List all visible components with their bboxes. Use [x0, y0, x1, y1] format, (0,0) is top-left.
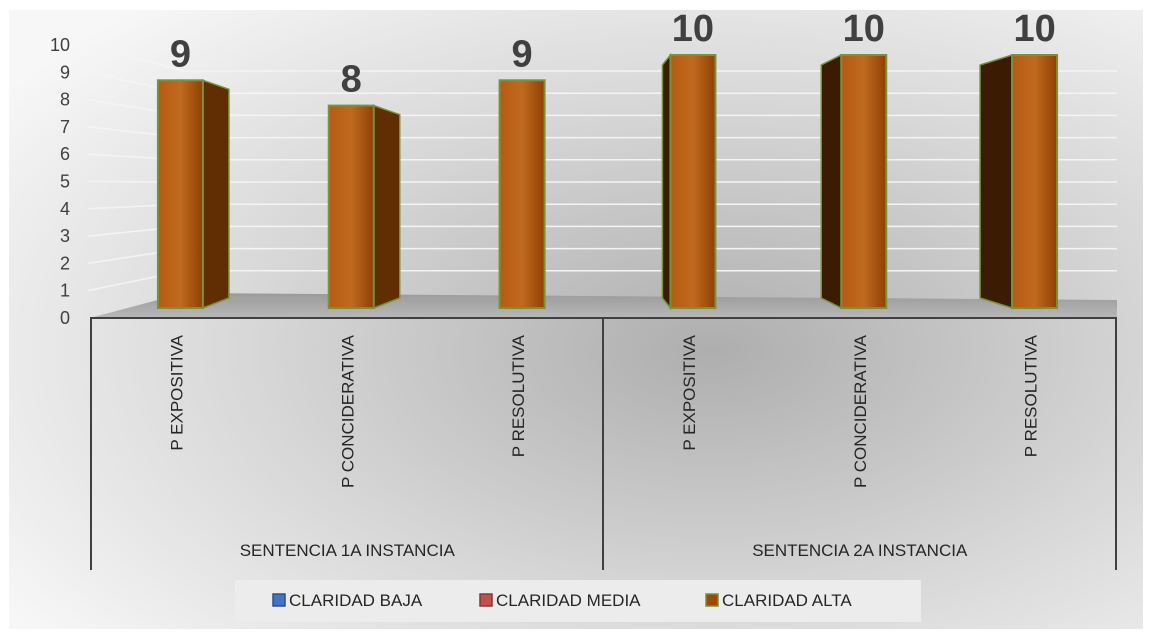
- legend: CLARIDAD BAJA CLARIDAD MEDIA CLARIDAD ALTA: [235, 580, 921, 622]
- y-tick-label: 10: [50, 35, 70, 55]
- y-tick-label: 2: [60, 253, 70, 273]
- bar-side-face: [373, 104, 401, 310]
- bar-side-face: [820, 53, 842, 310]
- data-label: 10: [672, 8, 714, 50]
- category-label: P RESOLUTIVA: [1022, 334, 1041, 457]
- bar: [669, 54, 717, 309]
- y-tick-label: 3: [60, 226, 70, 246]
- group-label: SENTENCIA 1A INSTANCIA: [240, 541, 456, 560]
- y-tick-label: 7: [60, 117, 70, 137]
- bar: [327, 104, 375, 309]
- legend-swatch: [272, 593, 286, 607]
- group-labels: SENTENCIA 1A INSTANCIA SENTENCIA 2A INSTA…: [240, 541, 968, 560]
- legend-swatch: [705, 593, 719, 607]
- bars: 9 8 9 10 10 10: [156, 8, 1059, 311]
- bar: [1011, 54, 1059, 309]
- data-label: 10: [843, 8, 885, 50]
- category-labels: P EXPOSITIVA P CONCIDERATIVA P RESOLUTIVA P…: [167, 334, 1040, 488]
- bar-side-face: [202, 79, 230, 310]
- y-tick-label: 6: [60, 144, 70, 164]
- bar-side-face: [979, 53, 1013, 310]
- legend-background: [235, 580, 921, 622]
- data-label: 8: [341, 59, 362, 101]
- y-tick-label: 8: [60, 90, 70, 110]
- group-label: SENTENCIA 2A INSTANCIA: [752, 541, 968, 560]
- data-label: 10: [1013, 8, 1055, 50]
- y-tick-label: 4: [60, 199, 70, 219]
- category-label: P EXPOSITIVA: [167, 334, 186, 450]
- y-tick-label: 1: [60, 281, 70, 301]
- legend-label: CLARIDAD MEDIA: [496, 591, 641, 610]
- axes: [90, 317, 1117, 570]
- data-label: 9: [170, 33, 191, 75]
- legend-swatch: [479, 593, 493, 607]
- category-label: P EXPOSITIVA: [680, 334, 699, 450]
- legend-label: CLARIDAD ALTA: [722, 591, 852, 610]
- y-tick-label: 0: [60, 308, 70, 328]
- category-label: P CONCIDERATIVA: [338, 334, 357, 488]
- y-tick-label: 5: [60, 172, 70, 192]
- category-label: P RESOLUTIVA: [509, 334, 528, 457]
- y-tick-label: 9: [60, 62, 70, 82]
- y-axis-ticks: 0 1 2 3 4 5 6 7 8 9 10: [50, 35, 70, 328]
- bar: [840, 54, 888, 309]
- gridline-side: [87, 44, 185, 72]
- bar: [498, 79, 546, 309]
- bar-side-face: [661, 52, 672, 311]
- bar: [156, 79, 204, 309]
- data-label: 9: [512, 33, 533, 75]
- legend-label: CLARIDAD BAJA: [289, 591, 423, 610]
- category-label: P CONCIDERATIVA: [851, 334, 870, 488]
